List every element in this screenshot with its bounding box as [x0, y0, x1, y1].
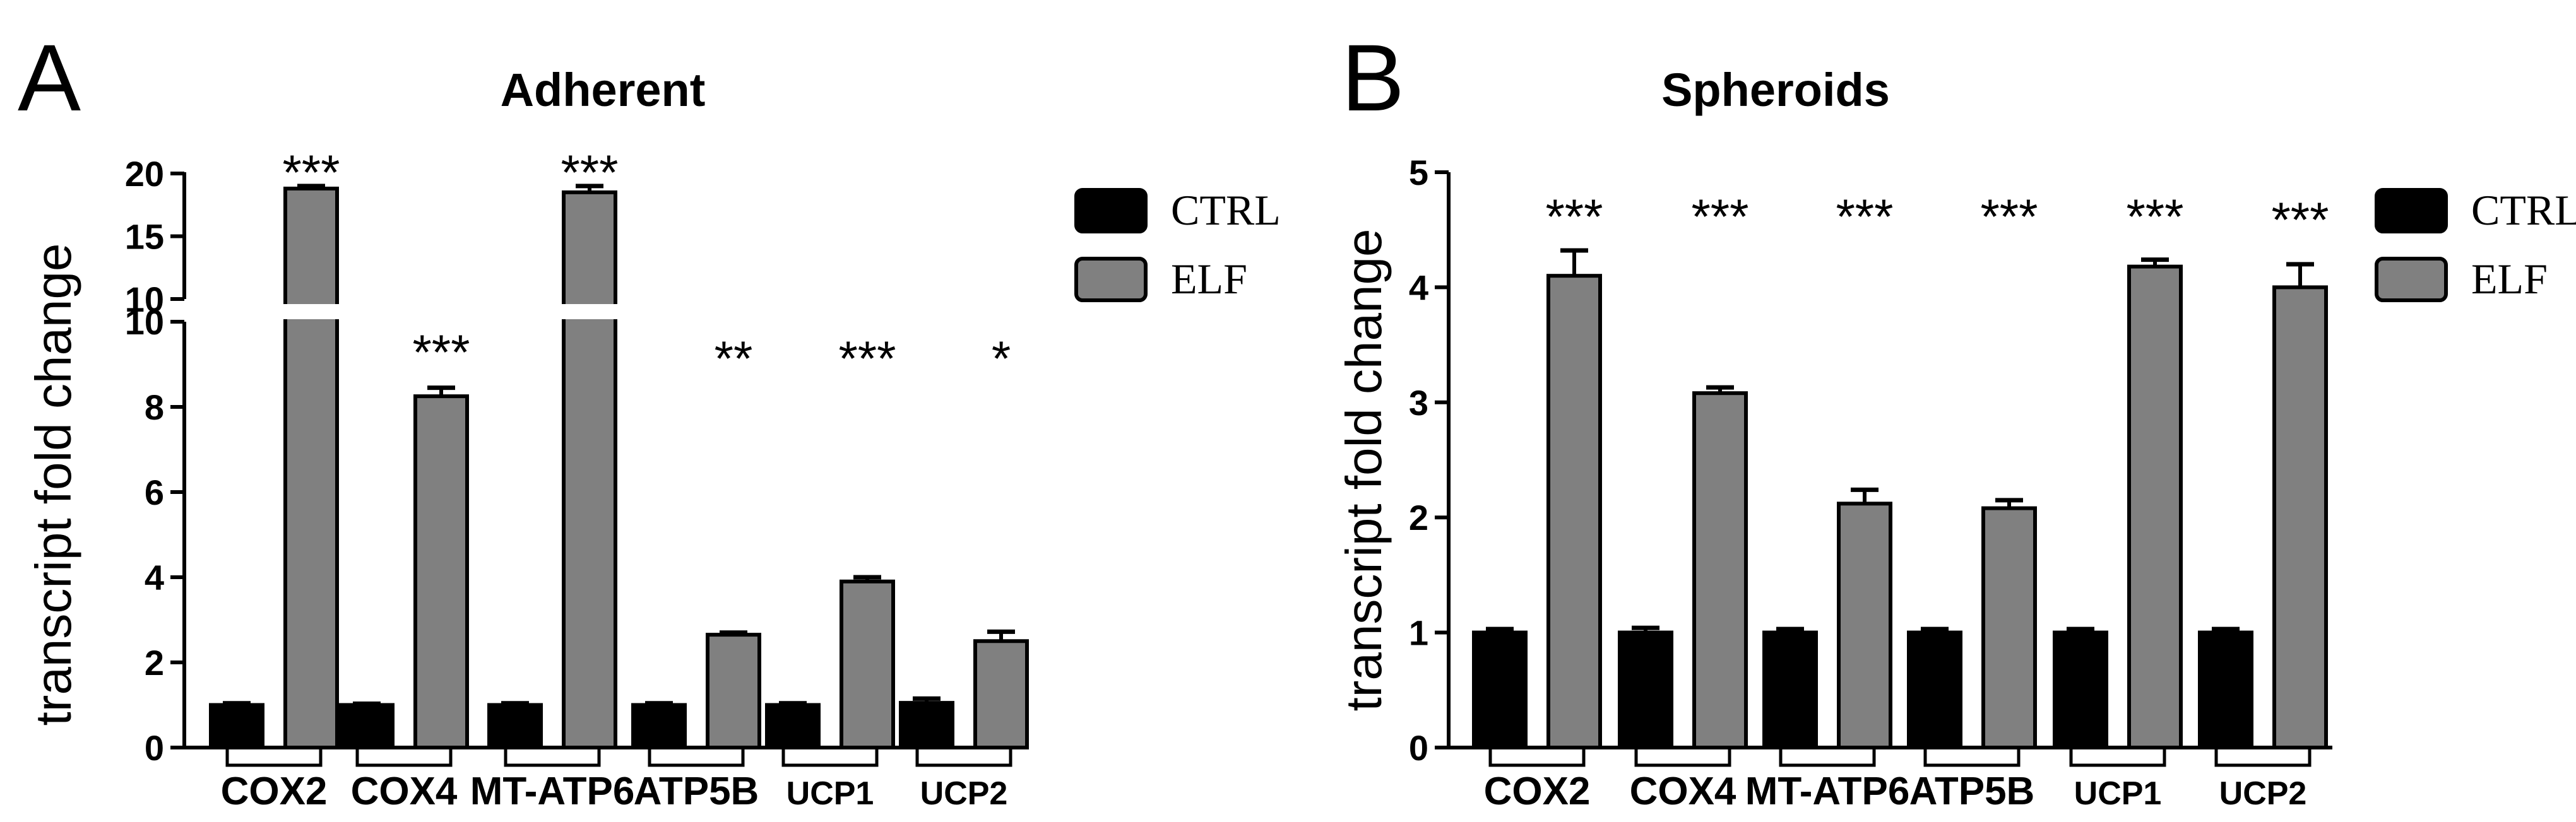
legend-swatch-elf: [2375, 257, 2448, 302]
y-axis-label-adherent: transcript fold change: [25, 244, 81, 726]
category-bracket: [915, 748, 1012, 767]
y-tick-label: 1: [1409, 613, 1428, 653]
significance-marker: ***: [1691, 189, 1748, 244]
x-tick-label-mt-atp6: MT-ATP6: [1745, 770, 1910, 813]
x-tick-label-ucp1: UCP1: [2074, 775, 2162, 812]
y-tick-label: 20: [125, 154, 164, 194]
significance-marker: ***: [412, 324, 470, 380]
bar-elf-ucp1: [840, 579, 895, 749]
legend-adherent: CTRL ELF: [1074, 186, 1281, 303]
y-tick-label: 0: [1409, 728, 1428, 768]
significance-marker: *: [992, 331, 1011, 386]
bar-elf-cox2: [283, 186, 339, 749]
category-bracket: [1779, 748, 1876, 767]
bar-ctrl-mt-atp6: [1762, 630, 1818, 749]
legend-swatch-ctrl: [1074, 188, 1148, 233]
panel-spheroids: B Spheroids transcript fold change 0 1 2 3 4…: [1336, 25, 2576, 813]
y-tick-label: 3: [1409, 383, 1428, 423]
category-bracket: [504, 748, 601, 767]
y-tick-label: 2: [1409, 498, 1428, 537]
legend-label-elf: ELF: [2471, 255, 2548, 303]
y-tick-label: 6: [145, 473, 164, 512]
category-bracket: [781, 748, 879, 767]
x-tick-label-atp5b: ATP5B: [1909, 770, 2035, 813]
y-tick-label: 0: [145, 728, 164, 768]
category-bracket: [2214, 748, 2312, 767]
y-tick-label: 5: [1409, 153, 1428, 192]
panel-label-b: B: [1341, 25, 1404, 131]
bar-elf-atp5b: [706, 633, 761, 749]
axis-break-gap: [187, 304, 1028, 319]
bar-ctrl-cox2: [209, 703, 264, 749]
bar-elf-mt-atp6: [562, 190, 617, 750]
y-tick-label: 4: [145, 558, 164, 597]
bar-ctrl-ucp2: [899, 701, 954, 749]
significance-marker: ***: [561, 144, 618, 200]
x-tick-label-ucp2: UCP2: [920, 775, 1008, 812]
bar-elf-cox4: [413, 394, 469, 749]
y-tick-label: 4: [1409, 267, 1428, 307]
legend-label-ctrl: CTRL: [1171, 186, 1281, 234]
y-axis-label-spheroids: transcript fold change: [1336, 229, 1392, 712]
chart-title-spheroids: Spheroids: [1661, 64, 1890, 116]
legend-spheroids: CTRL ELF: [2375, 186, 2576, 303]
x-tick-label-atp5b: ATP5B: [634, 770, 759, 813]
significance-marker: ***: [2271, 192, 2329, 247]
bar-ctrl-atp5b: [631, 703, 687, 749]
x-tick-label-cox2: COX2: [1484, 770, 1591, 813]
bar-ctrl-ucp1: [2053, 630, 2108, 749]
bar-elf-mt-atp6: [1837, 502, 1892, 749]
bar-elf-cox4: [1692, 391, 1748, 749]
significance-marker: ***: [838, 331, 896, 386]
panel-adherent: A Adherent transcript fold change 0 2 4 6 8 1…: [18, 25, 1281, 813]
bar-elf-atp5b: [1981, 506, 2037, 749]
category-bracket: [1634, 748, 1731, 767]
significance-marker: **: [715, 331, 753, 386]
y-tick-label: 2: [145, 643, 164, 683]
y-tick-label: 10: [125, 279, 164, 319]
bar-elf-ucp1: [2127, 264, 2183, 749]
significance-marker: ***: [2126, 189, 2183, 244]
category-bracket: [355, 748, 453, 767]
x-tick-label-ucp1: UCP1: [786, 775, 874, 812]
category-bracket: [2069, 748, 2166, 767]
bar-ctrl-cox4: [1618, 630, 1673, 749]
y-tick-label: 8: [145, 387, 164, 427]
legend-label-elf: ELF: [1171, 255, 1247, 303]
x-tick-label-cox4: COX4: [351, 770, 458, 813]
x-tick-label-ucp2: UCP2: [2219, 775, 2307, 812]
category-bracket: [225, 748, 323, 767]
panel-label-a: A: [18, 25, 81, 131]
significance-marker: ***: [1980, 189, 2038, 244]
bar-elf-ucp2: [973, 639, 1029, 749]
category-bracket: [1488, 748, 1586, 767]
legend-label-ctrl: CTRL: [2471, 186, 2576, 234]
bar-ctrl-ucp1: [765, 703, 821, 749]
bar-ctrl-cox4: [339, 703, 395, 749]
x-tick-label-mt-atp6: MT-ATP6: [470, 770, 635, 813]
y-tick-label: 10: [125, 302, 164, 342]
y-tick-label: 15: [125, 217, 164, 257]
legend-swatch-ctrl: [2375, 188, 2448, 233]
x-tick-label-cox4: COX4: [1630, 770, 1736, 813]
bar-elf-cox2: [1546, 274, 1602, 750]
chart-title-adherent: Adherent: [501, 64, 706, 116]
significance-marker: ***: [1545, 189, 1603, 244]
significance-marker: ***: [1836, 189, 1893, 244]
legend-swatch-elf: [1074, 257, 1148, 302]
category-bracket: [648, 748, 745, 767]
bar-ctrl-mt-atp6: [487, 703, 543, 749]
bar-ctrl-ucp2: [2198, 630, 2253, 749]
bar-elf-ucp2: [2272, 285, 2328, 749]
bar-ctrl-cox2: [1472, 630, 1528, 749]
category-bracket: [1923, 748, 2021, 767]
bar-ctrl-atp5b: [1907, 630, 1962, 749]
x-tick-label-cox2: COX2: [221, 770, 328, 813]
significance-marker: ***: [282, 144, 340, 200]
